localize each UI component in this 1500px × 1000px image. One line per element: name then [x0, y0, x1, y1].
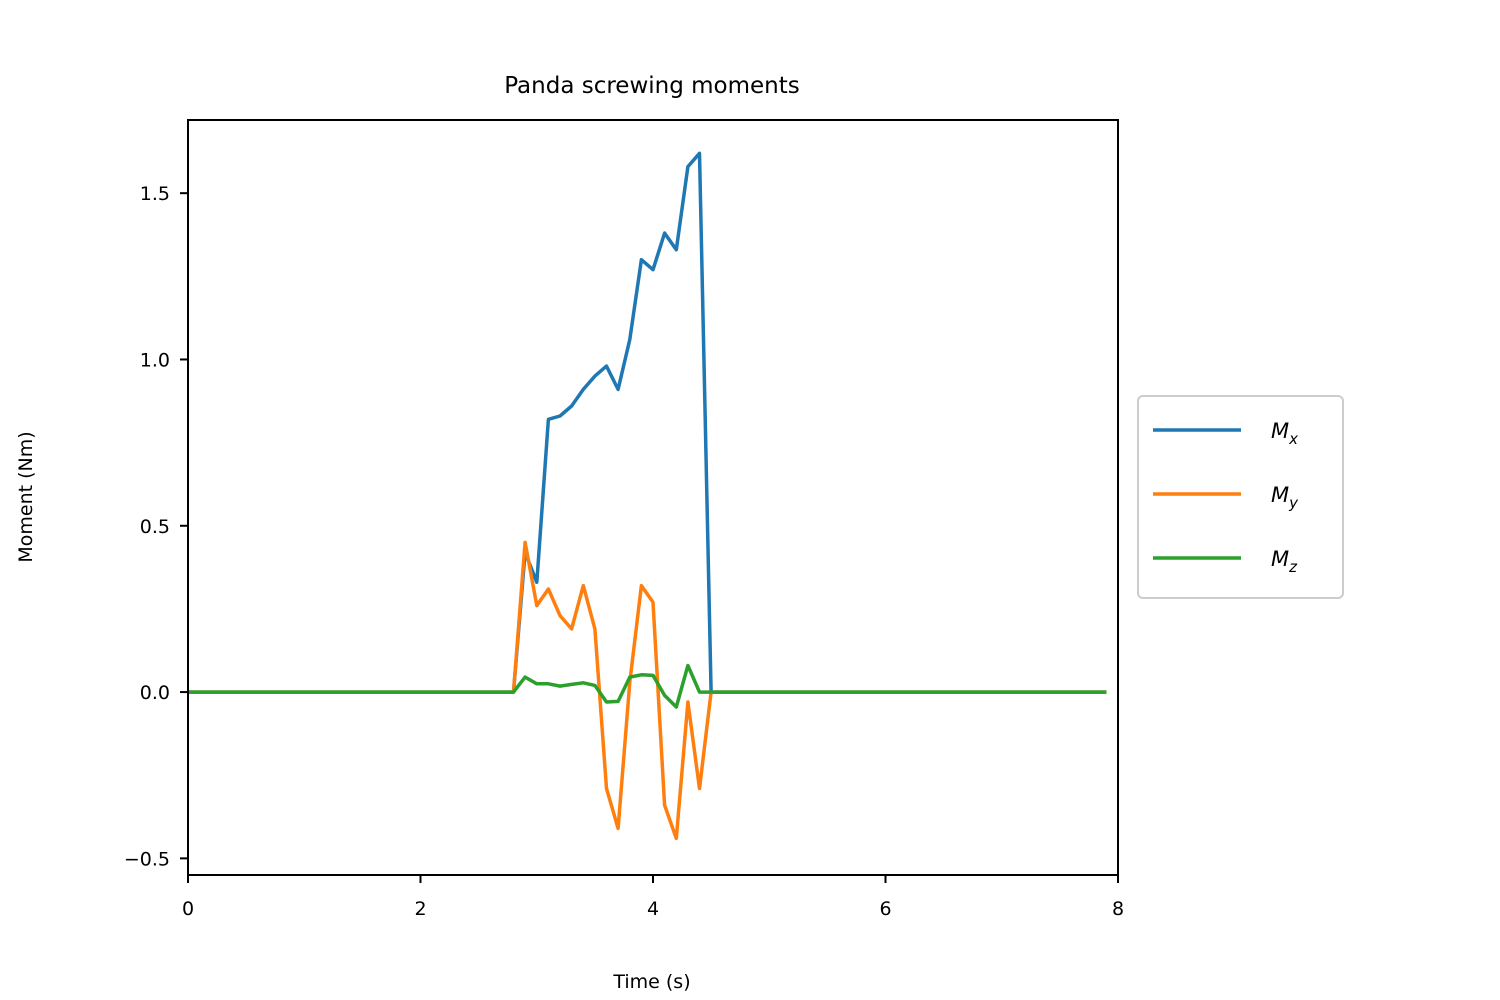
x-tick-label: 0	[182, 898, 194, 920]
x-axis-label: Time (s)	[612, 971, 690, 993]
y-tick-label: 1.5	[140, 183, 170, 205]
y-axis: −0.5 0.0 0.5 1.0 1.5	[124, 183, 188, 870]
plot-lines	[188, 151, 1107, 841]
x-tick-label: 2	[414, 898, 426, 920]
x-axis: 0 2 4 6 8	[182, 875, 1124, 920]
x-tick-label: 4	[647, 898, 659, 920]
legend-label-x: Mx	[1271, 419, 1298, 448]
x-tick-label: 6	[879, 898, 891, 920]
x-tick-label: 8	[1112, 898, 1124, 920]
y-axis-label: Moment (Nm)	[15, 431, 37, 562]
chart-title: Panda screwing moments	[504, 73, 800, 99]
series-line-z	[188, 663, 1107, 709]
y-tick-label: 1.0	[140, 349, 170, 371]
series-line-x	[188, 151, 1107, 694]
series-line-y	[188, 540, 1107, 841]
legend-label-y: My	[1271, 483, 1299, 512]
plot-frame	[187, 119, 1119, 876]
legend-label-z: Mz	[1271, 547, 1298, 576]
y-tick-label: 0.0	[140, 682, 170, 704]
legend: Mx My Mz	[1137, 395, 1344, 599]
y-tick-label: 0.5	[140, 516, 170, 538]
y-tick-label: −0.5	[124, 848, 170, 870]
legend-box	[1137, 395, 1344, 599]
